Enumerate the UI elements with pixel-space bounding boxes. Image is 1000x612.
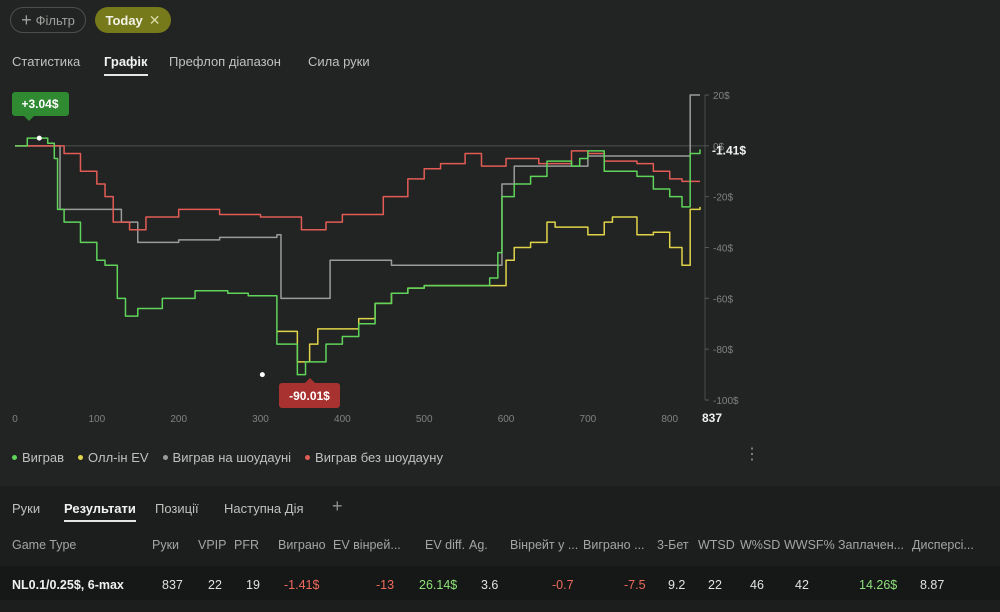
x-tick-label: 800 xyxy=(661,414,678,425)
tab-graph[interactable]: Графік xyxy=(104,50,148,76)
x-tick-label: 600 xyxy=(498,414,515,425)
tab-hands[interactable]: Руки xyxy=(12,501,41,516)
table-cell: 22 xyxy=(708,578,722,592)
legend-dot xyxy=(12,454,17,460)
tab-results[interactable]: Результати xyxy=(64,499,136,522)
legend-label: Виграв xyxy=(22,449,65,465)
results-panel: Руки Результати Позиції Наступна Дія + G… xyxy=(0,486,1000,612)
chart-legend: Виграв Олл-ін EV Виграв на шоудауні Вигр… xyxy=(12,449,457,465)
today-filter-chip[interactable]: Today ✕ xyxy=(95,7,171,33)
winnings-chart: 20$ 0$ -20$ -40$ -60$ -80$ -100$ 0 100 200 300 400 5… xyxy=(0,85,760,435)
y-tick-label: -40$ xyxy=(713,244,733,255)
column-header[interactable]: WWSF% xyxy=(784,538,835,552)
x-tick-label: 0 xyxy=(12,414,18,425)
legend-item-allin-ev[interactable]: Олл-ін EV xyxy=(78,450,149,465)
legend-label: Виграв без шоудауну xyxy=(315,449,443,465)
table-cell: 22 xyxy=(208,578,222,592)
series-line xyxy=(15,137,701,376)
bottom-tabs: Руки Результати Позиції Наступна Дія xyxy=(0,499,1000,522)
tab-statistics[interactable]: Статистика xyxy=(12,54,81,69)
legend-item-non-showdown[interactable]: Виграв без шоудауну xyxy=(305,450,443,465)
series-line xyxy=(15,145,700,231)
x-tick-label: 500 xyxy=(416,414,433,425)
view-tabs: Статистика Графік Префлоп діапазон Сила … xyxy=(0,50,1000,76)
y-tick-label: -60$ xyxy=(713,294,733,305)
today-filter-label: Today xyxy=(105,12,143,28)
close-icon[interactable]: ✕ xyxy=(148,11,161,28)
max-badge xyxy=(12,92,69,116)
table-cell: -7.5 xyxy=(624,578,646,592)
y-tick-label: -100$ xyxy=(713,396,739,407)
table-cell: -1.41$ xyxy=(284,578,320,592)
column-header[interactable]: VPIP xyxy=(198,538,227,552)
table-cell: 46 xyxy=(750,578,764,592)
min-badge xyxy=(279,383,340,408)
column-header[interactable]: Заплачен... xyxy=(838,538,905,552)
max-badge-pointer xyxy=(24,116,34,121)
x-tick-label: 200 xyxy=(170,414,187,425)
table-cell: 837 xyxy=(162,578,183,592)
column-header[interactable]: 3-Бет xyxy=(657,538,689,552)
table-cell: NL0.1/0.25$, 6-max xyxy=(12,578,124,592)
column-header[interactable]: Руки xyxy=(152,538,180,552)
table-cell: -13 xyxy=(376,578,395,592)
x-tick-label: 700 xyxy=(580,414,597,425)
column-header[interactable]: Ag. xyxy=(469,538,488,552)
table-cell: 9.2 xyxy=(668,578,686,592)
y-tick-label: -20$ xyxy=(713,193,733,204)
legend-label: Виграв на шоудауні xyxy=(172,449,292,465)
max-badge-label: +3.04$ xyxy=(21,97,58,111)
x-last-label: 837 xyxy=(702,411,722,425)
legend-item-showdown[interactable]: Виграв на шоудауні xyxy=(162,449,292,465)
tab-next-action[interactable]: Наступна Дія xyxy=(224,501,304,516)
legend-dot xyxy=(78,454,84,460)
min-badge-pointer xyxy=(305,378,315,383)
column-header[interactable]: Виграно ... xyxy=(583,538,645,552)
max-point xyxy=(36,135,42,141)
column-header[interactable]: Game Type xyxy=(12,538,77,552)
column-header[interactable]: W%SD xyxy=(740,538,781,552)
table-row[interactable] xyxy=(0,566,1000,600)
column-header[interactable]: Дисперсі... xyxy=(912,538,974,552)
table-cell: 19 xyxy=(246,578,260,592)
y-tick-label: 0$ xyxy=(713,142,725,153)
chart-options-icon[interactable]: ⋮ xyxy=(744,446,760,463)
filter-bar: + Фільтр Today ✕ xyxy=(0,0,1000,40)
current-value-label: -1.41$ xyxy=(712,143,746,157)
column-header[interactable]: EV вінрей... xyxy=(333,538,401,552)
x-tick-label: 300 xyxy=(252,414,269,425)
tab-positions[interactable]: Позиції xyxy=(155,501,199,516)
plus-icon: + xyxy=(21,10,32,30)
add-filter-button[interactable]: + Фільтр xyxy=(10,7,86,33)
column-header[interactable]: EV diff. xyxy=(425,538,466,552)
add-tab-icon[interactable]: + xyxy=(332,496,343,516)
legend-dot xyxy=(305,454,311,460)
table-cell: 26.14$ xyxy=(419,578,458,592)
min-point xyxy=(259,372,265,378)
tab-preflop-range[interactable]: Префлоп діапазон xyxy=(169,54,281,69)
tab-hand-strength[interactable]: Сила руки xyxy=(308,54,370,69)
column-header[interactable]: WTSD xyxy=(698,538,735,552)
min-badge-label: -90.01$ xyxy=(289,389,330,403)
table-cell: 3.6 xyxy=(481,578,499,592)
chart-svg: 20$ 0$ -20$ -40$ -60$ -80$ -100$ 0 100 200 300 400 5… xyxy=(12,91,746,425)
x-tick-label: 100 xyxy=(88,414,105,425)
column-header[interactable]: PFR xyxy=(234,538,259,552)
legend-dot xyxy=(162,454,168,460)
legend-item-won[interactable]: Виграв xyxy=(12,450,64,465)
series-line xyxy=(276,206,701,363)
x-tick-label: 400 xyxy=(334,414,351,425)
column-header[interactable]: Виграно xyxy=(278,538,326,552)
column-header[interactable]: Вінрейт у ... xyxy=(510,538,579,552)
table-cell: 14.26$ xyxy=(859,578,898,592)
y-tick-label: 20$ xyxy=(713,91,730,102)
legend-label: Олл-ін EV xyxy=(88,449,149,465)
table-cell: 8.87 xyxy=(920,578,945,592)
y-tick-label: -80$ xyxy=(713,345,733,356)
table-cell: -0.7 xyxy=(552,578,574,592)
table-cell: 42 xyxy=(795,578,809,592)
add-filter-label: Фільтр xyxy=(35,12,75,28)
